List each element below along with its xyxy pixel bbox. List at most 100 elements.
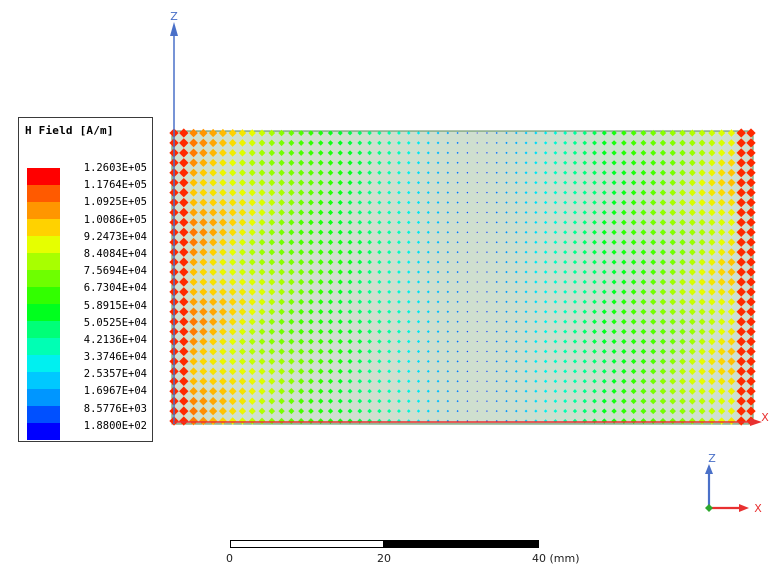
field-marker: [630, 130, 637, 136]
field-marker: [679, 387, 687, 395]
field-marker: [278, 129, 285, 137]
field-marker: [698, 377, 706, 385]
field-marker: [630, 249, 637, 255]
field-marker: [238, 179, 247, 187]
field-marker: [258, 149, 266, 157]
field-marker: [308, 140, 314, 146]
field-marker: [288, 378, 295, 385]
field-marker: [698, 288, 706, 296]
field-marker: [189, 357, 198, 366]
field-marker: [688, 188, 696, 197]
field-marker: [659, 149, 667, 156]
field-marker: [258, 328, 266, 335]
field-marker: [456, 340, 459, 343]
field-marker: [317, 358, 324, 365]
field-marker: [563, 299, 568, 304]
field-marker: [406, 399, 411, 403]
field-marker: [524, 280, 528, 284]
field-marker: [736, 326, 746, 337]
field-marker: [407, 180, 411, 185]
field-marker: [466, 181, 469, 184]
field-marker: [650, 338, 657, 345]
field-marker: [209, 416, 218, 426]
field-marker: [601, 190, 607, 195]
field-marker: [317, 338, 324, 345]
field-marker: [189, 416, 198, 426]
field-marker: [446, 241, 450, 244]
field-marker: [337, 199, 343, 206]
field-marker: [736, 267, 746, 277]
field-marker: [436, 240, 440, 244]
field-marker: [514, 131, 518, 135]
field-marker: [621, 279, 627, 285]
field-marker: [327, 368, 334, 375]
field-marker: [347, 229, 353, 235]
field-marker: [524, 151, 528, 155]
field-marker: [426, 379, 430, 383]
field-marker: [543, 369, 548, 374]
field-marker: [278, 179, 285, 186]
field-marker: [630, 378, 637, 385]
field-marker: [436, 310, 440, 314]
field-marker: [367, 130, 372, 136]
field-marker: [582, 398, 587, 404]
field-marker: [543, 240, 548, 244]
field-marker: [248, 149, 256, 157]
field-marker: [736, 247, 746, 257]
field-marker: [317, 159, 324, 166]
field-marker: [238, 208, 247, 217]
field-marker: [456, 211, 459, 214]
field-marker: [717, 149, 726, 157]
field-marker: [347, 289, 353, 295]
field-marker: [297, 189, 305, 196]
field-marker: [199, 158, 208, 167]
field-marker: [456, 419, 459, 423]
field-marker: [446, 251, 449, 254]
field-marker: [476, 380, 478, 382]
field-marker: [514, 181, 518, 185]
field-legend[interactable]: H Field [A/m] 1.2603E+05 1.1764E+05 1.0925…: [18, 117, 153, 442]
field-marker: [524, 211, 528, 214]
field-marker: [228, 218, 237, 227]
legend-swatch: [27, 287, 60, 304]
field-marker: [466, 370, 469, 373]
field-marker: [572, 309, 578, 314]
field-marker: [592, 408, 597, 414]
field-marker: [514, 399, 518, 403]
field-marker: [659, 179, 667, 186]
field-marker: [572, 369, 578, 374]
field-marker: [514, 171, 518, 175]
field-marker: [486, 191, 488, 194]
field-marker: [179, 217, 189, 228]
field-marker: [572, 379, 578, 384]
field-marker: [248, 228, 256, 236]
field-marker: [456, 201, 459, 204]
field-marker: [426, 290, 430, 294]
field-marker: [268, 318, 276, 325]
field-marker: [208, 228, 218, 237]
field-marker: [347, 170, 353, 176]
legend-value-label: 8.4084E+04: [83, 247, 147, 260]
field-marker: [248, 248, 256, 256]
field-marker: [218, 297, 227, 306]
field-marker: [377, 210, 382, 215]
field-marker: [387, 369, 392, 374]
field-marker: [505, 380, 508, 383]
field-marker: [486, 410, 488, 412]
field-marker: [495, 290, 498, 293]
field-marker: [621, 388, 627, 394]
field-marker: [446, 181, 450, 184]
field-marker: [248, 208, 256, 217]
field-marker: [746, 168, 756, 178]
field-marker: [397, 190, 401, 195]
field-marker: [377, 269, 382, 275]
field-marker: [543, 250, 548, 254]
field-marker: [347, 180, 353, 186]
field-marker: [582, 249, 588, 255]
field-marker: [238, 129, 247, 137]
field-marker: [357, 359, 363, 364]
field-marker: [406, 170, 411, 175]
field-marker: [397, 200, 401, 205]
field-marker: [337, 249, 343, 255]
